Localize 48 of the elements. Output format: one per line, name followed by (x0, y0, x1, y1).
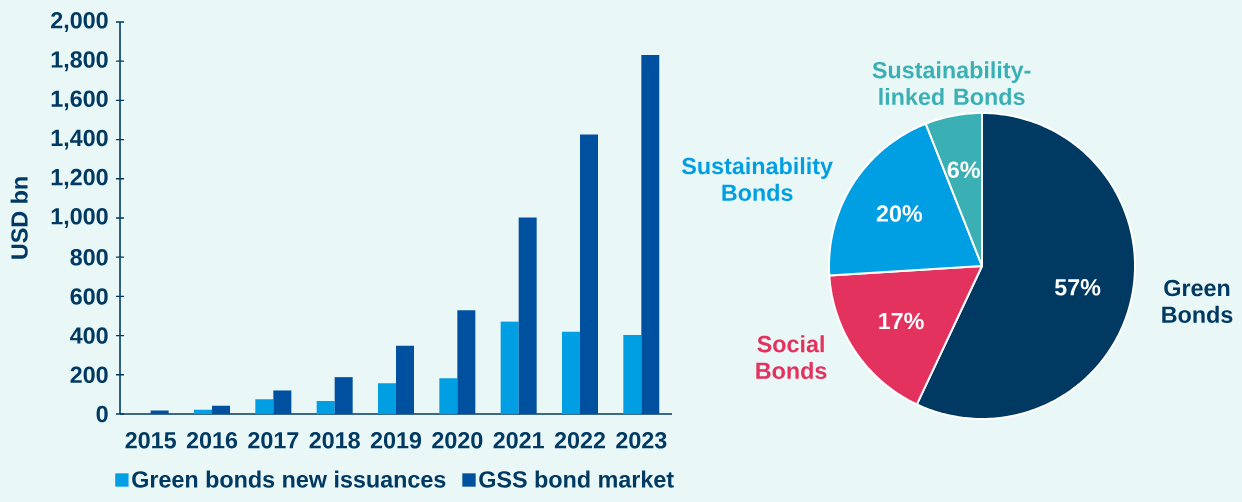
bar (439, 378, 458, 414)
bar (641, 55, 660, 414)
x-tick-label: 2020 (432, 432, 483, 449)
y-tick-label: 0 (96, 405, 108, 423)
bar (396, 345, 414, 414)
x-tick-label: 2015 (125, 432, 176, 449)
slice-label: Social Bonds (756, 335, 827, 380)
bar (518, 217, 537, 414)
y-tick-label: 1,800 (51, 51, 108, 72)
x-tick-label: 2023 (616, 432, 667, 449)
data-label: 20% (876, 205, 923, 222)
bar (212, 405, 231, 414)
data-label: 6% (947, 161, 980, 179)
x-tick-label: 2019 (370, 432, 422, 449)
x-tick-label: 2017 (248, 432, 299, 449)
bar (378, 383, 397, 414)
bar (457, 310, 476, 414)
x-tick-label: 2021 (493, 432, 544, 449)
y-tick-label: 1,000 (51, 208, 108, 228)
y-tick-label: 800 (70, 248, 108, 266)
bar (255, 399, 274, 414)
y-tick-label: 600 (70, 288, 108, 305)
bar (273, 390, 292, 414)
bar (562, 331, 580, 414)
x-tick-label: 2016 (186, 432, 238, 449)
bar (334, 377, 353, 414)
y-tick-label: 200 (70, 366, 108, 384)
bar (150, 410, 169, 414)
y-tick-label: 1,400 (51, 129, 108, 150)
y-axis-title: USD bn (10, 177, 28, 259)
y-tick-label: 400 (70, 327, 108, 344)
bar (623, 335, 642, 414)
data-label: 57% (1054, 279, 1101, 296)
bar (500, 321, 519, 414)
bar (580, 134, 598, 414)
bar (316, 401, 335, 414)
y-tick-label: 1,600 (51, 90, 108, 111)
legend-label: Green bonds new issuances (132, 470, 446, 488)
slice-label: Green Bonds (1162, 279, 1233, 323)
x-tick-label: 2018 (309, 432, 360, 449)
y-tick-label: 2,000 (51, 12, 108, 32)
slice-label: Sustainability-linked Bonds (872, 61, 1031, 106)
x-tick-label: 2022 (554, 432, 606, 449)
slice-label: Sustainability Bonds (681, 157, 833, 201)
legend-label: GSS bond market (479, 470, 674, 488)
data-label: 17% (879, 312, 924, 330)
bar (194, 409, 213, 414)
y-tick-label: 1,200 (51, 168, 108, 189)
